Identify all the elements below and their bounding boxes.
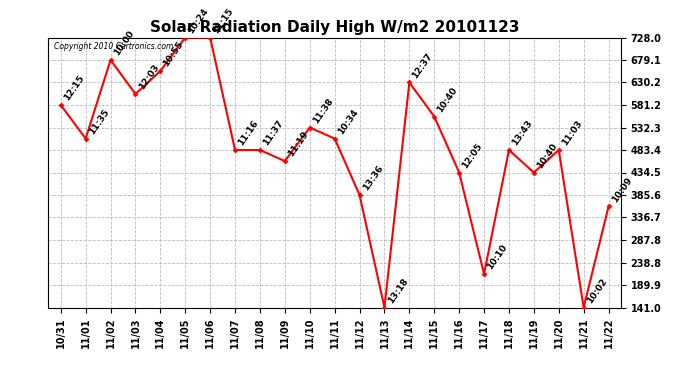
Text: 10:00: 10:00 [112,29,135,57]
Text: 10:09: 10:09 [610,175,633,204]
Text: 12:15: 12:15 [62,74,86,102]
Text: Copyright 2010 Cartronics.com: Copyright 2010 Cartronics.com [54,42,173,51]
Text: 12:37: 12:37 [411,51,435,80]
Text: 11:37: 11:37 [262,118,285,147]
Text: 10:40: 10:40 [435,85,460,114]
Text: 11:03: 11:03 [560,119,584,147]
Text: 10:10: 10:10 [486,243,509,271]
Text: 13:43: 13:43 [511,118,534,147]
Text: 12:05: 12:05 [460,141,484,170]
Text: 10:02: 10:02 [585,276,609,305]
Text: 10:24: 10:24 [186,6,210,35]
Title: Solar Radiation Daily High W/m2 20101123: Solar Radiation Daily High W/m2 20101123 [150,20,520,35]
Text: 11:38: 11:38 [311,96,335,125]
Text: 11:35: 11:35 [87,107,111,136]
Text: 10:34: 10:34 [336,107,359,136]
Text: 11:19: 11:19 [286,129,310,158]
Text: 13:18: 13:18 [386,276,410,305]
Text: 10:40: 10:40 [535,141,559,170]
Text: 13:36: 13:36 [361,164,385,192]
Text: 11:15: 11:15 [212,6,235,35]
Text: 11:16: 11:16 [237,118,260,147]
Text: 10:55: 10:55 [161,40,186,68]
Text: 12:03: 12:03 [137,63,161,91]
